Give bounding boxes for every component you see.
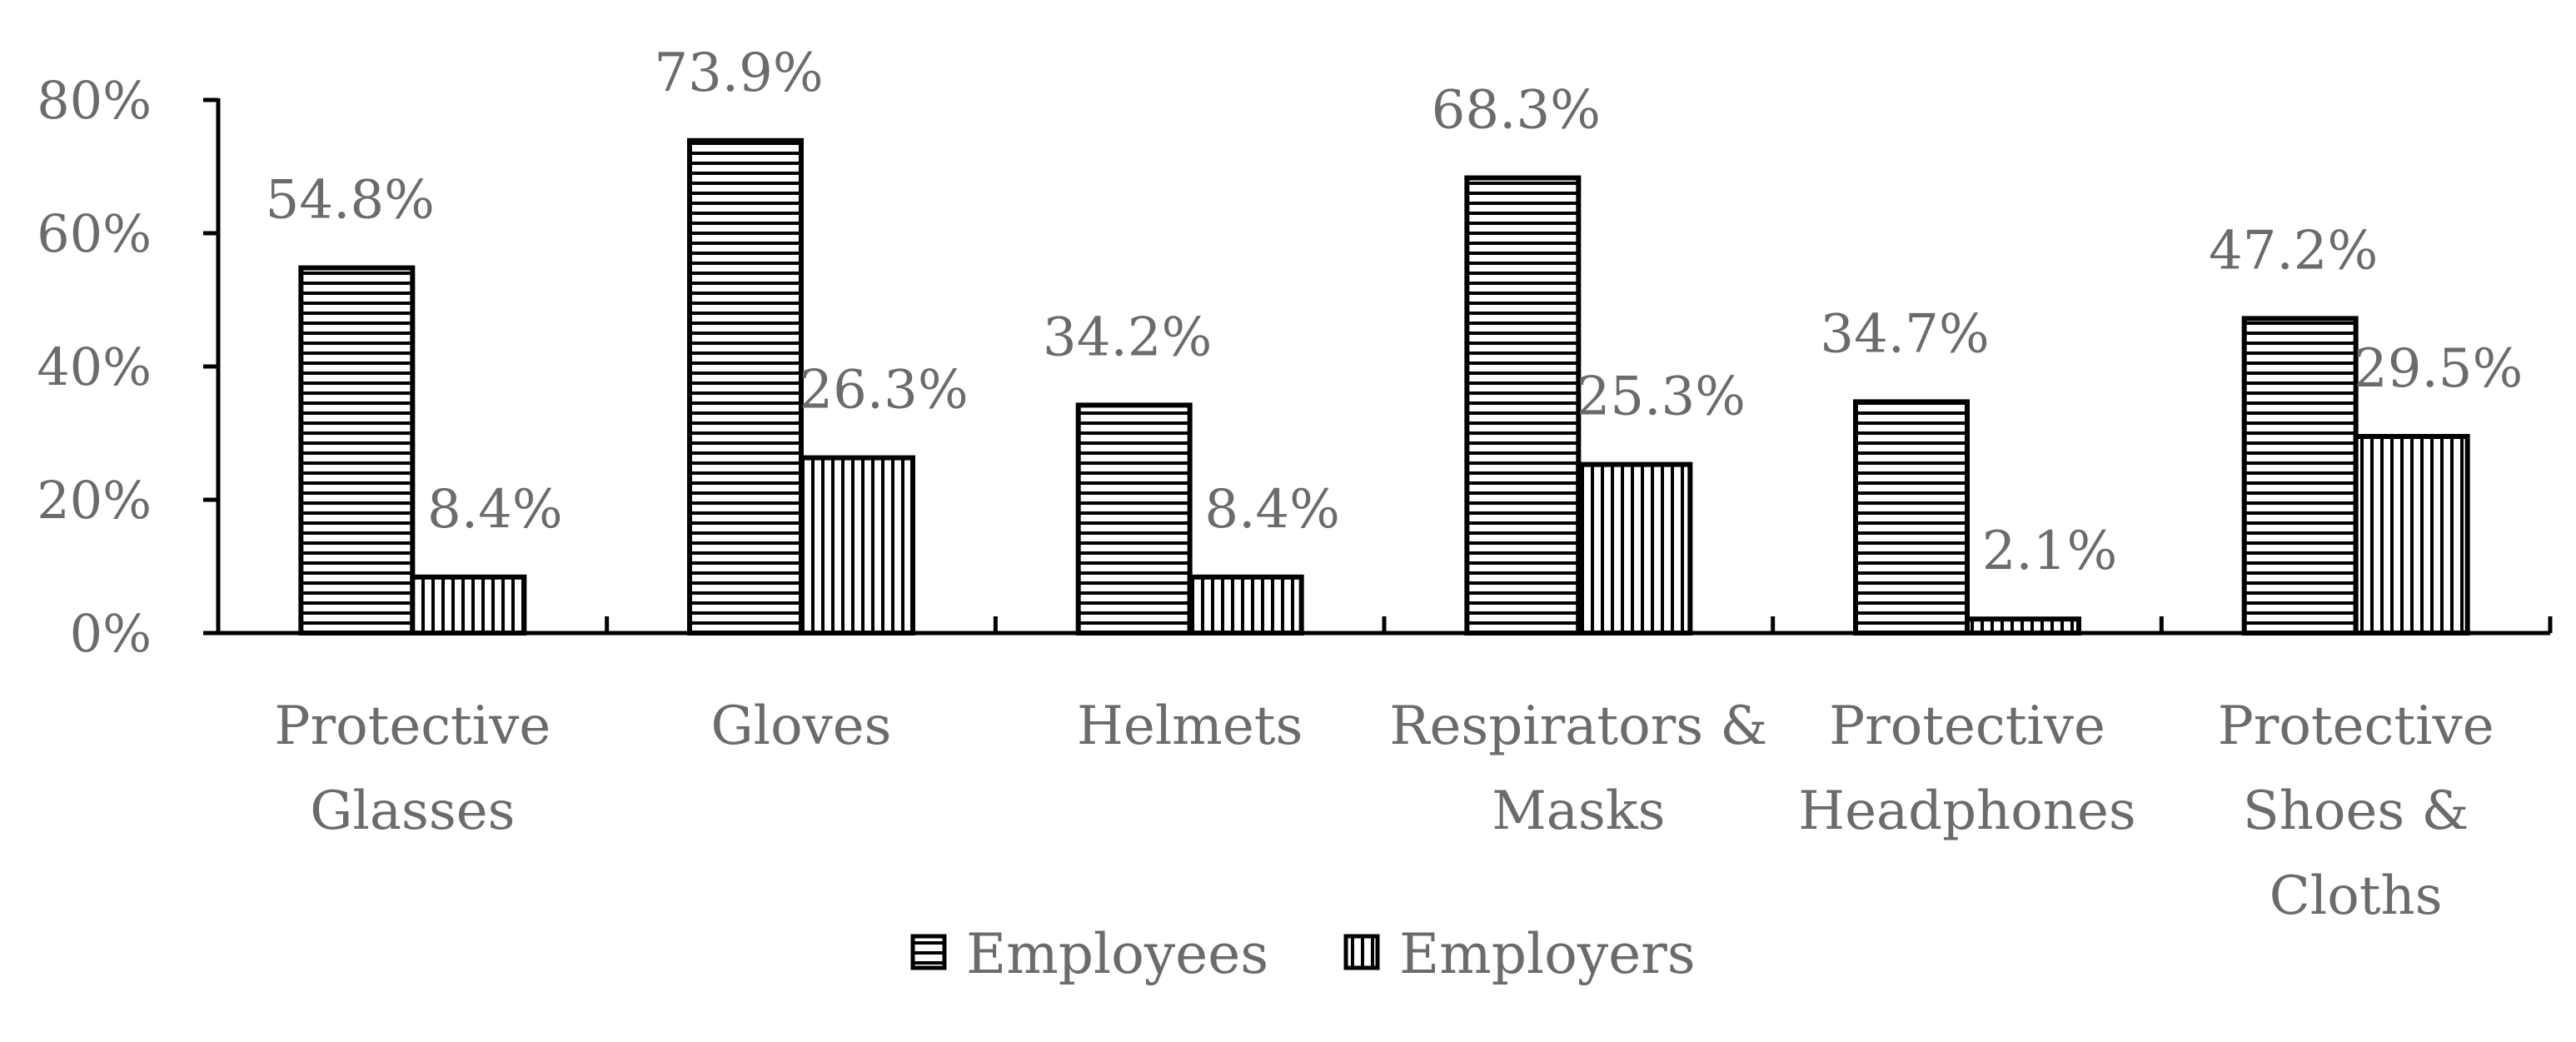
employers-bar xyxy=(2353,434,2470,636)
y-tick-label: 20% xyxy=(37,470,152,531)
employers-legend-swatch xyxy=(1343,934,1380,970)
employees-value-label: 73.9% xyxy=(654,42,823,104)
employees-value-label: 34.2% xyxy=(1043,307,1212,368)
x-axis: Protective Glasses Gloves Helmets Respirator… xyxy=(218,616,2553,927)
employers-value-label: 8.4% xyxy=(427,479,563,541)
employers-value-label: 8.4% xyxy=(1204,479,1340,541)
employers-bar xyxy=(1187,574,1304,636)
employers-legend-label: Employers xyxy=(1399,922,1696,986)
y-tick-label: 0% xyxy=(70,603,152,664)
y-tick-label: 80% xyxy=(37,70,152,131)
employers-bar xyxy=(799,455,915,636)
legend: Employees Employers xyxy=(910,922,1696,986)
employees-bar xyxy=(687,137,804,636)
category-label: Protective Shoes & Cloths xyxy=(2218,695,2494,927)
category-label: Protective Glasses xyxy=(274,695,551,842)
y-tick-label: 60% xyxy=(37,203,152,264)
employees-legend-label: Employees xyxy=(966,922,1268,986)
category-label: Gloves xyxy=(711,695,892,757)
employees-value-label: 34.7% xyxy=(1820,303,1989,365)
employees-bar xyxy=(1464,175,1582,636)
employers-value-label: 29.5% xyxy=(2354,338,2523,400)
employees-bar xyxy=(1075,402,1193,636)
employers-value-label: 26.3% xyxy=(799,360,968,421)
y-tick-label: 40% xyxy=(37,337,152,397)
employers-bar xyxy=(1965,616,2081,636)
employees-bar xyxy=(1853,399,1970,636)
employees-value-label: 47.2% xyxy=(2209,220,2378,282)
category-label: Protective Headphones xyxy=(1798,695,2135,842)
employees-legend-swatch xyxy=(910,934,947,970)
employers-value-label: 25.3% xyxy=(1577,366,1746,428)
category-label: Helmets xyxy=(1077,695,1303,757)
employers-bar xyxy=(410,574,527,636)
employees-bar xyxy=(2241,316,2359,636)
employees-bar xyxy=(298,265,416,636)
employees-value-label: 54.8% xyxy=(266,170,435,232)
category-label: Respirators & Masks xyxy=(1389,695,1767,842)
bars xyxy=(298,137,2470,636)
y-axis: 0% 20% 40% 60% 80% xyxy=(37,70,221,664)
data-labels: 54.8% 8.4% 73.9% 26.3% 34.2% 8.4% 68.3% 25.3% 34… xyxy=(266,42,2524,582)
employers-bar xyxy=(1576,461,1693,636)
employers-value-label: 2.1% xyxy=(1982,521,2118,582)
employees-value-label: 68.3% xyxy=(1432,80,1601,142)
